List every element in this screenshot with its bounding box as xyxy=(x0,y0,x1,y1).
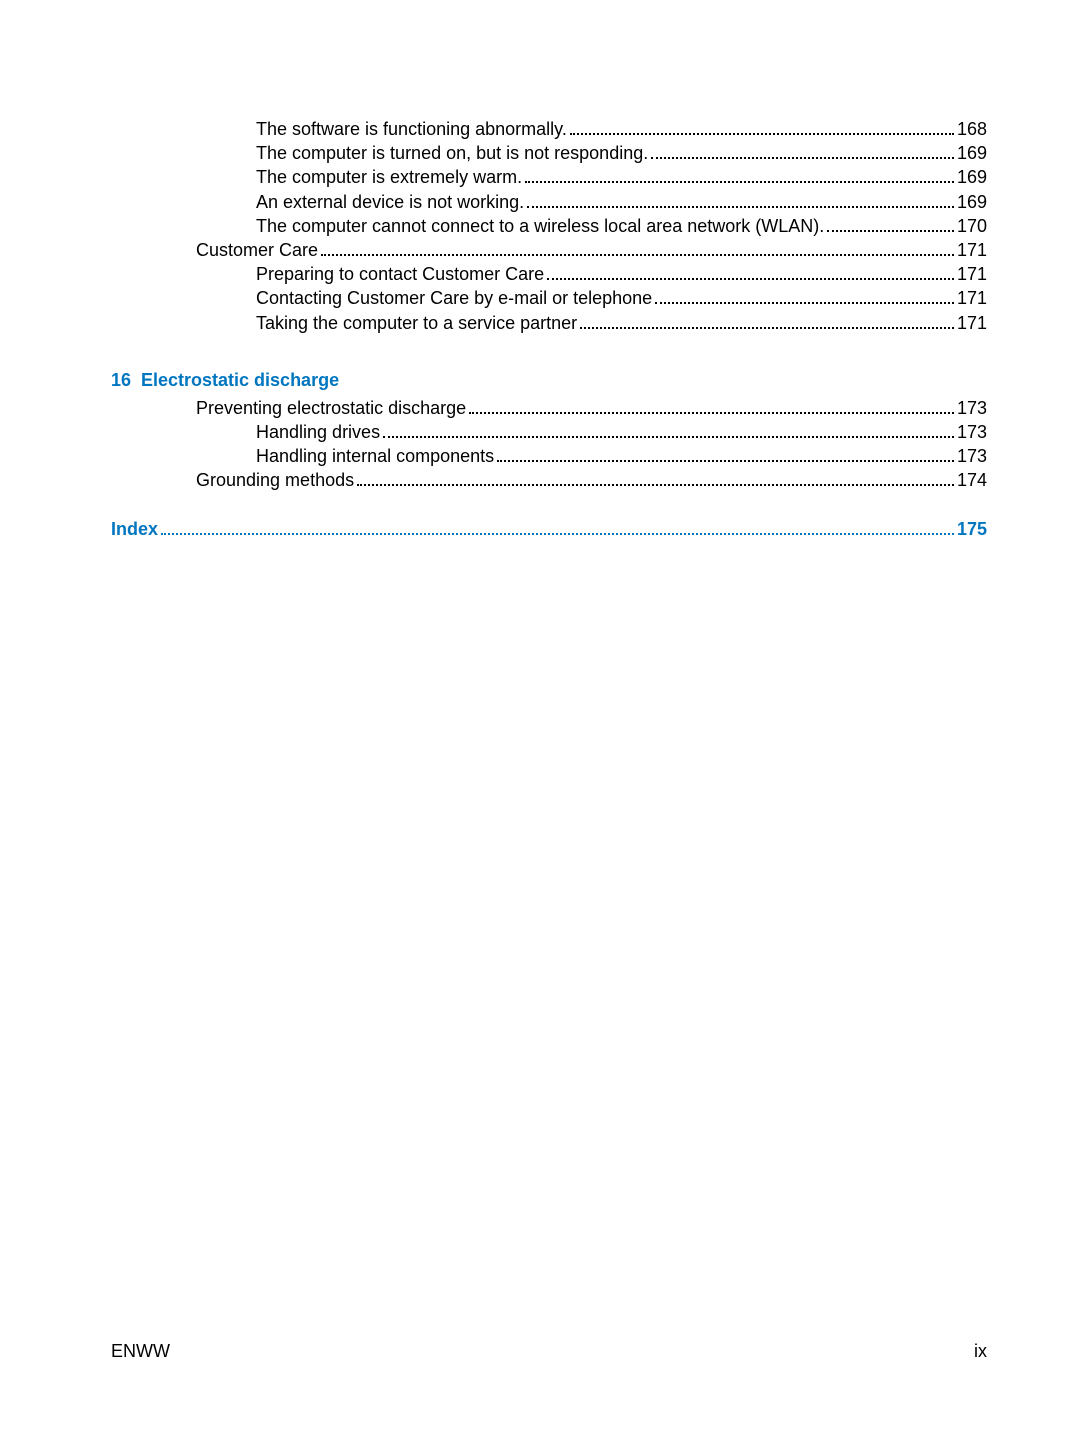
toc-entry-label: Customer Care xyxy=(196,241,318,259)
toc-entry-page: 174 xyxy=(957,471,987,489)
toc-entry[interactable]: An external device is not working. 169 xyxy=(111,193,987,211)
index-line[interactable]: Index 175 xyxy=(111,519,987,540)
toc-entry-label: Preparing to contact Customer Care xyxy=(256,265,544,283)
page-root: The software is functioning abnormally. … xyxy=(0,0,1080,1437)
section-title: Electrostatic discharge xyxy=(141,370,339,390)
toc-entry[interactable]: Grounding methods 174 xyxy=(111,471,987,489)
toc-dots xyxy=(580,327,954,329)
toc-entry[interactable]: Preventing electrostatic discharge 173 xyxy=(111,399,987,417)
toc-entry-label: An external device is not working. xyxy=(256,193,524,211)
toc-entry-page: 169 xyxy=(957,193,987,211)
toc-entry-label: Grounding methods xyxy=(196,471,354,489)
toc-dots xyxy=(570,133,954,135)
toc-entry[interactable]: The computer is extremely warm. 169 xyxy=(111,168,987,186)
toc-entry[interactable]: The computer is turned on, but is not re… xyxy=(111,144,987,162)
toc-dots xyxy=(525,181,954,183)
toc-dots xyxy=(357,484,954,486)
toc-entry-page: 173 xyxy=(957,447,987,465)
toc-entry-page: 169 xyxy=(957,144,987,162)
toc-entry-page: 173 xyxy=(957,399,987,417)
toc-entry-label: Preventing electrostatic discharge xyxy=(196,399,466,417)
toc-entry-label: Handling drives xyxy=(256,423,380,441)
toc-entry-page: 171 xyxy=(957,241,987,259)
toc-dots xyxy=(827,230,954,232)
toc-dots xyxy=(497,460,954,462)
toc-dots xyxy=(383,436,954,438)
index-label: Index xyxy=(111,519,158,540)
footer-right: ix xyxy=(974,1341,987,1362)
index-dots xyxy=(161,533,954,535)
toc-dots xyxy=(655,302,954,304)
toc-entry[interactable]: Taking the computer to a service partner… xyxy=(111,314,987,332)
toc-dots xyxy=(547,278,954,280)
toc-entry-page: 173 xyxy=(957,423,987,441)
toc-dots xyxy=(321,254,954,256)
toc-entry[interactable]: Contacting Customer Care by e-mail or te… xyxy=(111,289,987,307)
toc-entry[interactable]: Handling internal components 173 xyxy=(111,447,987,465)
toc-entry[interactable]: Customer Care 171 xyxy=(111,241,987,259)
toc-block-section16: Preventing electrostatic discharge 173Ha… xyxy=(111,399,987,490)
toc-entry-label: The computer is turned on, but is not re… xyxy=(256,144,648,162)
toc-dots xyxy=(527,206,954,208)
toc-entry[interactable]: Preparing to contact Customer Care 171 xyxy=(111,265,987,283)
toc-block-continuation: The software is functioning abnormally. … xyxy=(111,120,987,332)
toc-entry[interactable]: The computer cannot connect to a wireles… xyxy=(111,217,987,235)
toc-entry[interactable]: Handling drives 173 xyxy=(111,423,987,441)
footer-left: ENWW xyxy=(111,1341,170,1362)
toc-entry-label: The software is functioning abnormally. xyxy=(256,120,567,138)
toc-entry-page: 171 xyxy=(957,289,987,307)
index-page: 175 xyxy=(957,519,987,540)
toc-entry[interactable]: The software is functioning abnormally. … xyxy=(111,120,987,138)
section-heading-16: 16Electrostatic discharge xyxy=(111,370,987,391)
toc-entry-page: 168 xyxy=(957,120,987,138)
toc-entry-label: Contacting Customer Care by e-mail or te… xyxy=(256,289,652,307)
toc-entry-page: 171 xyxy=(957,265,987,283)
toc-dots xyxy=(469,412,954,414)
toc-entry-label: Taking the computer to a service partner xyxy=(256,314,577,332)
toc-entry-label: Handling internal components xyxy=(256,447,494,465)
toc-entry-label: The computer cannot connect to a wireles… xyxy=(256,217,824,235)
section-number: 16 xyxy=(111,370,141,391)
toc-dots xyxy=(651,157,954,159)
page-footer: ENWW ix xyxy=(111,1341,987,1362)
toc-entry-label: The computer is extremely warm. xyxy=(256,168,522,186)
toc-entry-page: 171 xyxy=(957,314,987,332)
toc-entry-page: 170 xyxy=(957,217,987,235)
toc-entry-page: 169 xyxy=(957,168,987,186)
